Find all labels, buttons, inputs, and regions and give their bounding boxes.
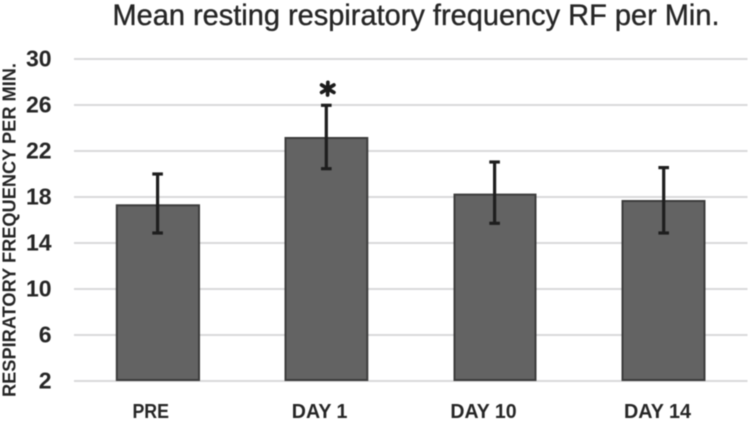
svg-text:RESPIRATORY FREQUENCY PER MIN.: RESPIRATORY FREQUENCY PER MIN. [0,63,20,397]
svg-text:DAY 14: DAY 14 [624,401,692,421]
svg-text:DAY 10: DAY 10 [450,401,516,421]
svg-text:30: 30 [26,46,52,72]
svg-text:Mean resting respiratory frequ: Mean resting respiratory frequency RF pe… [113,0,720,32]
svg-text:PRE: PRE [132,401,169,421]
svg-text:14: 14 [26,230,52,256]
svg-text:DAY 1: DAY 1 [292,401,348,421]
svg-text:26: 26 [26,92,52,118]
svg-text:10: 10 [26,276,52,302]
svg-text:22: 22 [26,138,52,164]
svg-text:6: 6 [39,322,52,348]
svg-text:18: 18 [26,184,52,210]
svg-text:2: 2 [39,368,52,394]
